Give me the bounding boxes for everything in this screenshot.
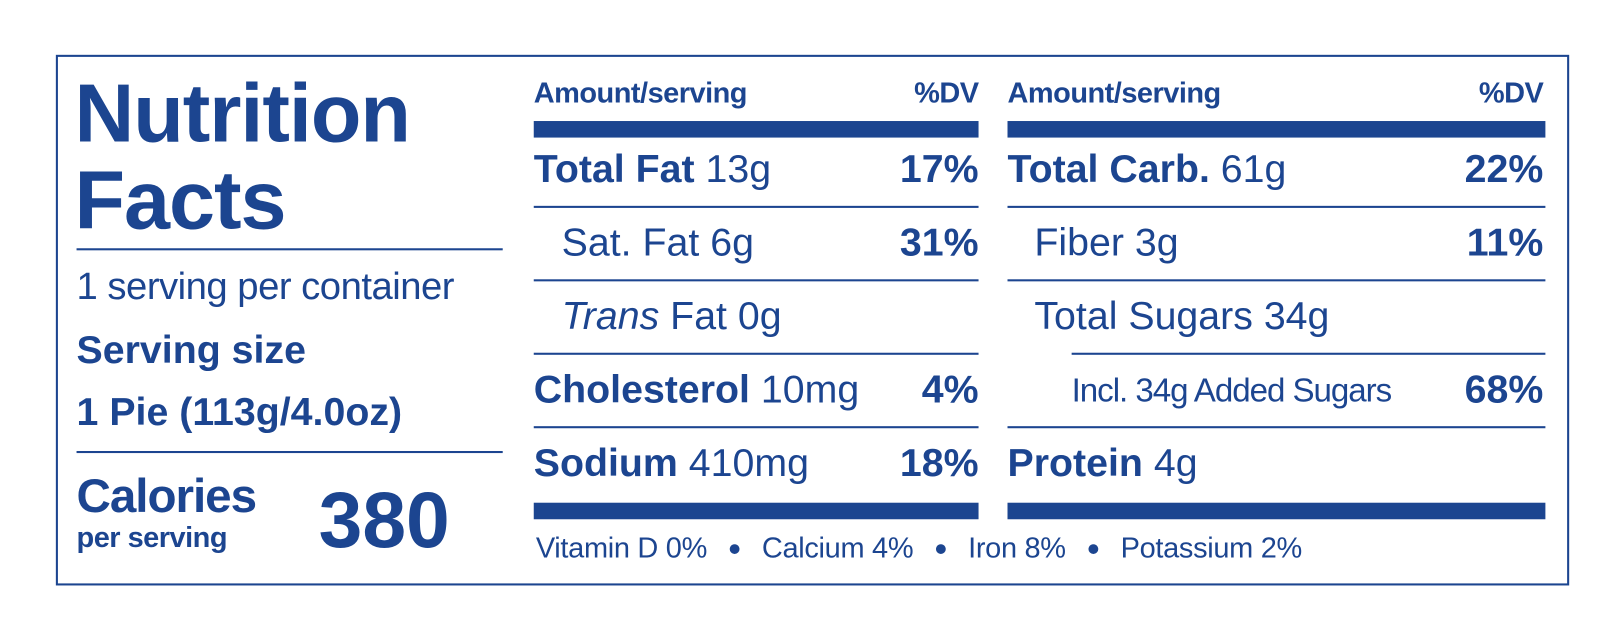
divider: [76, 450, 503, 453]
nutrient-dv: 68%: [1464, 367, 1544, 412]
nutrient-amount: 61g: [1220, 147, 1287, 191]
nutrient-row: Cholesterol 10mg 4%: [534, 354, 979, 426]
title: Nutrition Facts: [74, 67, 410, 247]
calories-sublabel: per serving: [76, 521, 228, 554]
nutrient-row: Incl. 34g Added Sugars 68%: [1072, 354, 1544, 426]
divider: [533, 352, 979, 355]
divider: [76, 248, 503, 250]
vitamin: Potassium 2%: [1120, 531, 1303, 564]
nutrient-amount: 0g: [737, 294, 782, 338]
nutrient-amount: 6g: [710, 220, 754, 265]
bullet: ●: [933, 534, 948, 561]
column-header: Amount/serving %DV: [534, 72, 979, 113]
vitamin: Vitamin D 0%: [535, 531, 708, 564]
servings-per-container: 1 serving per container: [76, 264, 455, 308]
vitamin: Iron 8%: [968, 531, 1066, 564]
divider: [1007, 279, 1546, 281]
vitamin: Calcium 4%: [761, 531, 914, 564]
divider: [1007, 205, 1546, 208]
nutrient-dv: 4%: [921, 367, 979, 412]
nutrient-dv: 17%: [899, 147, 979, 191]
bullet: ●: [1086, 534, 1100, 561]
nutrient-name: Protein: [1007, 441, 1143, 485]
nutrient-name: Cholesterol: [533, 367, 750, 412]
calories-label: Calories: [76, 468, 258, 523]
nutrient-row: Sat. Fat 6g 31%: [562, 207, 979, 279]
divider: [1071, 352, 1546, 355]
thick-bar: [1007, 502, 1546, 520]
nutrient-name: Incl. 34g Added Sugars: [1071, 370, 1393, 409]
header-dv: %DV: [914, 76, 979, 109]
divider: [533, 426, 979, 428]
nutrient-amount: 4g: [1153, 441, 1198, 485]
nutrient-name: Sodium: [533, 441, 678, 485]
nutrient-name: Fat: [670, 294, 727, 338]
nutrient-row: Total Fat 13g 17%: [534, 133, 979, 205]
thick-bar: [1007, 121, 1546, 138]
divider: [1007, 426, 1546, 428]
nutrient-row: Protein 4g: [1008, 427, 1544, 499]
divider: [533, 205, 979, 208]
nutrient-name: Fiber: [1034, 220, 1124, 265]
nutrient-row: Trans Fat 0g: [562, 280, 979, 352]
nutrient-amount: 410mg: [688, 441, 809, 485]
nutrient-row: Fiber 3g 11%: [1034, 207, 1543, 279]
nutrient-amount: 13g: [705, 147, 772, 191]
label-border: [55, 54, 1570, 586]
nutrient-row: Total Carb. 61g 22%: [1008, 133, 1544, 205]
thick-bar: [533, 121, 979, 138]
header-amount: Amount/serving: [533, 76, 748, 109]
nutrient-name: Sat. Fat: [561, 220, 700, 265]
column-header: Amount/serving %DV: [1008, 72, 1544, 113]
divider: [533, 279, 979, 281]
nutrient-row: Sodium 410mg 18%: [534, 427, 979, 499]
nutrient-name: Total Fat: [533, 147, 695, 191]
nutrient-name: Total Sugars: [1034, 294, 1253, 338]
header-dv: %DV: [1478, 76, 1544, 109]
vitamins-line: Vitamin D 0% ● Calcium 4% ● Iron 8% ● Po…: [536, 530, 1302, 567]
thick-bar: [533, 502, 979, 520]
calories-value: 380: [318, 476, 450, 565]
nutrient-dv: 18%: [899, 441, 979, 485]
nutrient-amount: 3g: [1134, 220, 1179, 265]
nutrient-dv: 31%: [899, 220, 979, 265]
nutrient-dv: 11%: [1466, 220, 1544, 265]
nutrient-name: Total Carb.: [1007, 147, 1210, 191]
nutrient-name-italic: Trans: [561, 294, 660, 338]
bullet: ●: [727, 534, 742, 561]
nutrient-amount: 10mg: [760, 367, 860, 412]
serving-size-label: Serving size: [76, 328, 306, 373]
nutrient-row: Total Sugars 34g: [1034, 280, 1543, 352]
header-amount: Amount/serving: [1007, 76, 1222, 109]
serving-size: 1 Pie (113g/4.0oz): [76, 391, 403, 435]
nutrient-amount: 34g: [1263, 294, 1330, 338]
nutrient-dv: 22%: [1464, 147, 1544, 191]
